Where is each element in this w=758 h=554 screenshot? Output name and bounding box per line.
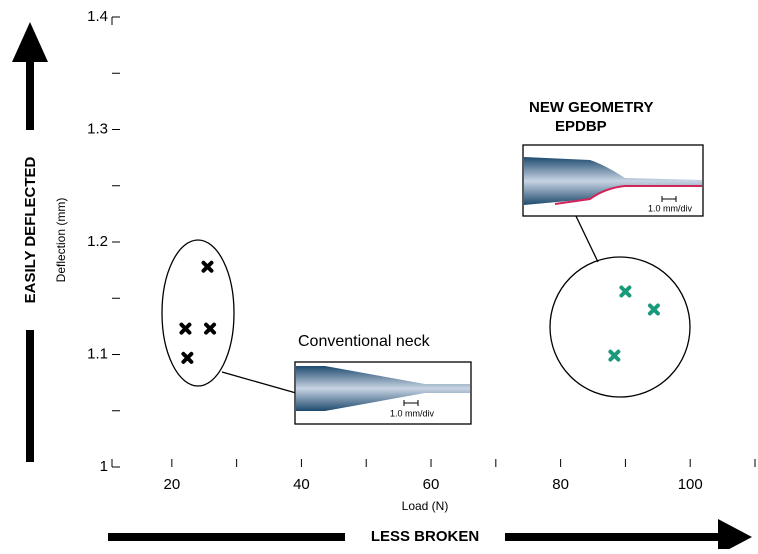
x-axis-title: Load (N) [402,499,449,513]
x-tick-label: 100 [678,476,703,493]
x-tick-label: 60 [423,476,440,493]
y-tick-label: 1.1 [87,345,108,362]
annotation: EPDBP [555,118,607,135]
point [181,325,189,333]
y-tick-label: 1.3 [87,120,108,137]
scale-label: 1.0 mm/div [390,408,435,418]
y-axis-title: Deflection (mm) [54,198,68,283]
connector [575,214,598,262]
x-tick-label: 40 [293,476,310,493]
point [610,352,618,360]
point [183,354,191,362]
chart: EASILY DEFLECTED LESS BROKEN Deflection … [0,0,758,549]
inset-title: Conventional neck [298,333,431,350]
x-arrow-head [718,519,752,549]
annotation: NEW GEOMETRY [529,99,653,116]
y-arrow-label: EASILY DEFLECTED [22,156,39,303]
y-tick-label: 1.4 [87,8,108,25]
point [621,288,629,296]
x-tick-label: 80 [552,476,569,493]
y-tick-label: 1 [100,458,108,475]
y-arrow-head [12,22,48,62]
point [203,263,211,271]
scale-label: 1.0 mm/div [648,203,693,213]
x-tick-label: 20 [163,476,180,493]
group-circle [550,257,690,397]
group-ellipse [162,240,234,386]
inset-conventional [295,362,471,424]
point [206,325,214,333]
x-arrow-label: LESS BROKEN [371,528,479,545]
y-tick-label: 1.2 [87,233,108,250]
point [650,306,658,314]
connector [222,372,296,393]
